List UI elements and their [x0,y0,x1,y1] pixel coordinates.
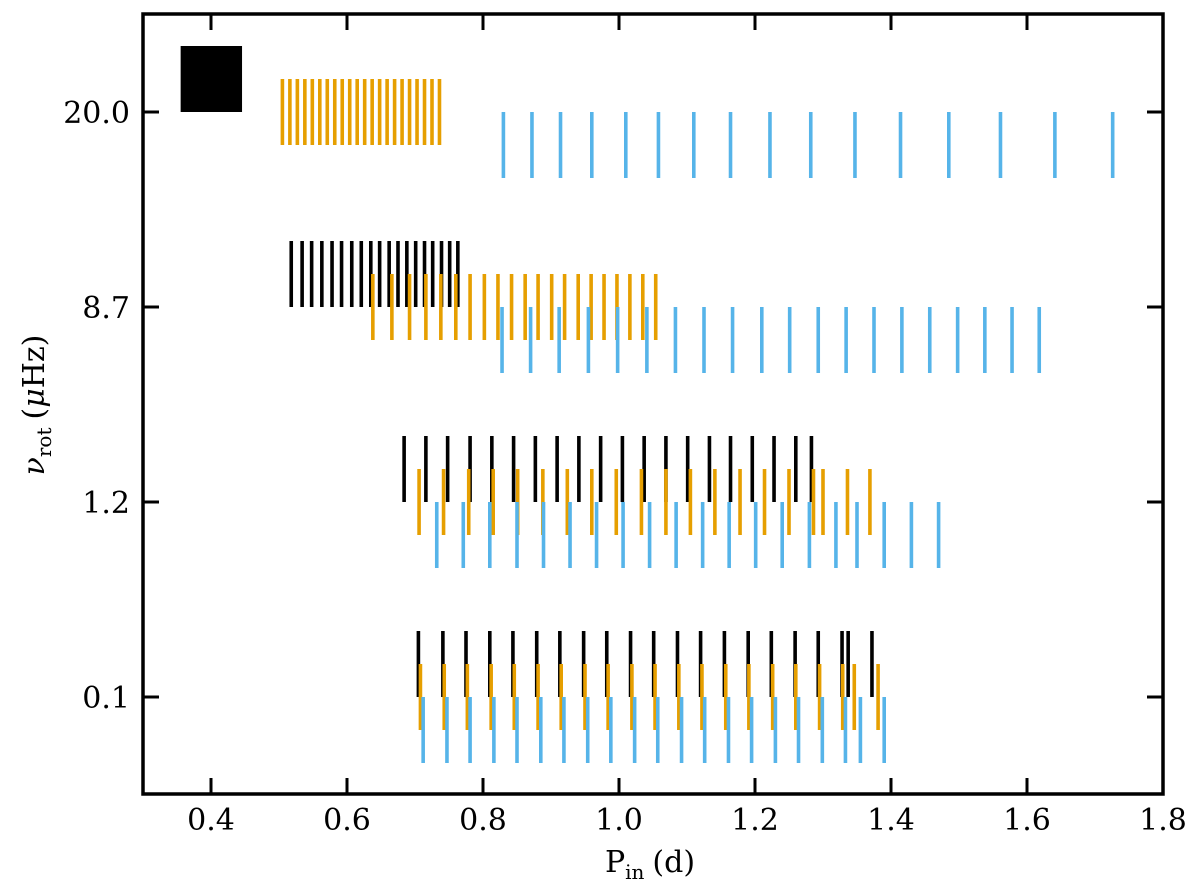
x-tick-label: 1.4 [867,803,915,838]
x-tick-label: 1.2 [731,803,779,838]
y-tick-label: 8.7 [82,291,130,326]
series-black-0.1 [416,631,874,697]
series-blue-1.2 [434,502,941,568]
x-tick-label: 1.0 [595,803,643,838]
series-orange-20.0 [280,79,442,145]
series-blue-20.0 [501,112,1115,178]
series-blue-0.1 [421,697,887,763]
series-black-8.7 [289,241,460,307]
series-blue-8.7 [500,307,1042,373]
x-axis-label: Pin (d) [605,845,695,884]
y-tick-label: 20.0 [63,96,130,131]
x-tick-label: 0.6 [323,803,371,838]
y-tick-label: 1.2 [82,486,130,521]
chart-marks [180,46,1115,763]
series-orange-0.1 [418,664,880,730]
y-axis-label: νrot(μHz) [17,335,56,476]
x-tick-label: 0.4 [187,803,235,838]
x-tick-label: 1.6 [1003,803,1051,838]
series-black-20.0 [180,46,243,112]
series-orange-8.7 [371,274,658,340]
y-tick-label: 0.1 [82,681,130,716]
plot-frame [141,12,1165,796]
series-black-1.2 [402,436,814,502]
axis-ticks: 0.4 0.6 0.8 1.0 1.2 1.4 1.6 1.8 0.1 1.2 8.7 20.0 [63,14,1187,838]
x-tick-label: 1.8 [1139,803,1187,838]
x-tick-label: 0.8 [459,803,507,838]
